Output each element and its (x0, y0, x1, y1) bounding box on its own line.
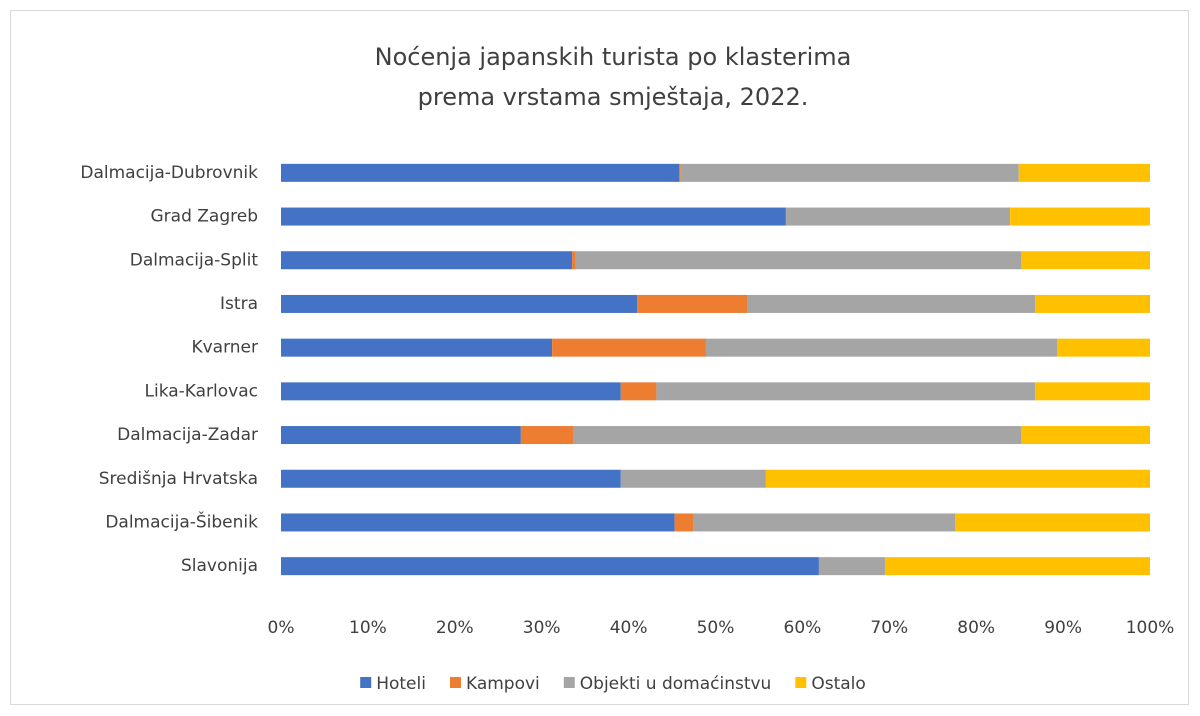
bar-segment (575, 251, 1022, 270)
bar-segment (1035, 382, 1150, 401)
y-tick-label: Istra (220, 294, 258, 314)
y-tick-label: Grad Zagreb (151, 207, 259, 227)
bar-segment (572, 251, 576, 270)
x-tick-label: 0% (268, 618, 295, 638)
chart-title: Noćenja japanskih turista po klasterima (375, 43, 852, 71)
bar-segment (785, 207, 1011, 226)
bar-segment (765, 469, 1150, 488)
legend-swatch (449, 677, 461, 688)
bar-segment (281, 557, 819, 576)
chart-border (10, 10, 1189, 705)
bar-segment (1057, 338, 1150, 357)
bar-segment (637, 294, 748, 313)
bar-segment (1021, 426, 1150, 445)
x-tick-label: 70% (870, 618, 908, 638)
bar-segment (620, 469, 766, 488)
bar-segment (552, 338, 706, 357)
bar-segment (281, 163, 680, 182)
bar-segment (281, 513, 675, 532)
bar-segment (705, 338, 1058, 357)
x-tick-label: 10% (349, 618, 387, 638)
legend-label: Hoteli (376, 674, 426, 694)
y-tick-label: Kvarner (191, 338, 258, 358)
y-tick-label: Dalmacija-Šibenik (105, 510, 258, 532)
x-tick-label: 30% (523, 618, 561, 638)
bar-segment (1021, 251, 1150, 270)
bar-segment (693, 513, 956, 532)
legend-label: Ostalo (811, 674, 865, 694)
bar-segment (520, 426, 573, 445)
x-tick-label: 40% (610, 618, 648, 638)
bar-segment (679, 163, 681, 182)
bar-segment (680, 163, 1019, 182)
legend-swatch (360, 677, 372, 688)
bar-segment (281, 469, 621, 488)
y-tick-label: Slavonija (181, 556, 258, 576)
bar-segment (281, 294, 638, 313)
bar-segment (955, 513, 1150, 532)
x-tick-label: 60% (784, 618, 822, 638)
y-tick-label: Dalmacija-Dubrovnik (80, 163, 258, 183)
x-tick-label: 100% (1126, 618, 1175, 638)
x-tick-label: 90% (1044, 618, 1082, 638)
y-tick-label: Lika-Karlovac (145, 381, 259, 401)
bar-segment (656, 382, 1036, 401)
legend-label: Kampovi (466, 674, 540, 694)
bar-segment (818, 557, 885, 576)
y-tick-label: Dalmacija-Zadar (117, 425, 258, 445)
bar-segment (281, 251, 573, 270)
x-tick-label: 80% (957, 618, 995, 638)
bar-segment (1010, 207, 1150, 226)
x-tick-label: 50% (697, 618, 735, 638)
legend-swatch (795, 677, 807, 688)
bar-segment (281, 426, 521, 445)
bar-segment (572, 426, 1022, 445)
bar-segment (281, 382, 621, 401)
legend-swatch (563, 677, 575, 688)
chart-title: prema vrstama smještaja, 2022. (418, 83, 809, 111)
bar-segment (884, 557, 1150, 576)
bar-segment (1018, 163, 1150, 182)
bar-segment (1035, 294, 1150, 313)
bar-segment (281, 338, 553, 357)
bar-segment (620, 382, 657, 401)
legend-label: Objekti u domaćinstvu (580, 674, 772, 694)
x-tick-label: 20% (436, 618, 474, 638)
bar-segment (674, 513, 694, 532)
bar-segment (747, 294, 1036, 313)
y-tick-label: Središnja Hrvatska (99, 469, 258, 489)
bar-segment (281, 207, 786, 226)
y-tick-label: Dalmacija-Split (130, 250, 259, 270)
